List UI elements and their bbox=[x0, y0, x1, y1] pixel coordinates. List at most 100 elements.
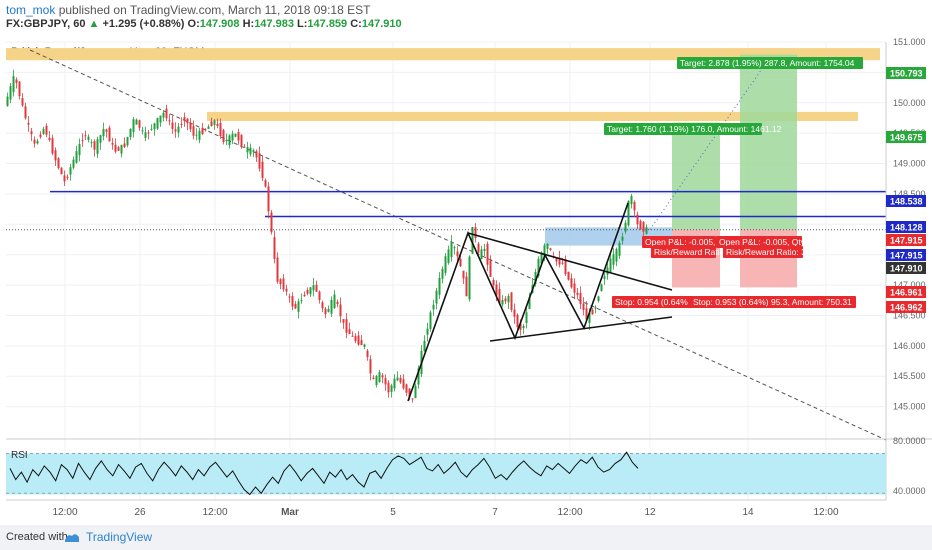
candle-body bbox=[282, 278, 285, 290]
candle-body bbox=[63, 175, 66, 182]
candle-body bbox=[378, 372, 381, 382]
candle-body bbox=[252, 150, 255, 152]
candle-body bbox=[381, 375, 384, 378]
candle-body bbox=[486, 243, 489, 265]
publish-text: published on TradingView.com, March 11, … bbox=[58, 3, 371, 17]
candle-body bbox=[12, 76, 15, 93]
candle-body bbox=[357, 335, 360, 345]
candle-body bbox=[504, 298, 507, 302]
pnl-label-2-bg bbox=[716, 236, 802, 248]
time-tick-label: 12:00 bbox=[202, 507, 227, 518]
candle-body bbox=[543, 245, 546, 258]
candle-body bbox=[147, 132, 150, 134]
candle-body bbox=[228, 135, 231, 145]
rsi-line bbox=[9, 451, 639, 496]
candle-body bbox=[441, 268, 444, 279]
candle-body bbox=[333, 294, 336, 309]
candle-body bbox=[108, 127, 111, 142]
author-link[interactable]: tom_mok bbox=[6, 3, 56, 17]
price-marker-label: 148.128 bbox=[890, 223, 923, 233]
time-tick-label: Mar bbox=[281, 507, 299, 518]
candle-body bbox=[453, 247, 456, 249]
candle-body bbox=[579, 292, 582, 304]
candle-body bbox=[624, 222, 627, 232]
candle-body bbox=[540, 252, 543, 264]
candle-body bbox=[168, 120, 171, 122]
candle-body bbox=[591, 309, 594, 315]
candle-body bbox=[318, 291, 321, 301]
candle-body bbox=[489, 260, 492, 277]
candle-body bbox=[498, 289, 501, 304]
candle-body bbox=[402, 379, 405, 389]
candle-body bbox=[480, 249, 483, 260]
rr-label-2: Risk/Reward Ratio: 3.02 bbox=[723, 246, 818, 258]
candle-body bbox=[186, 118, 189, 124]
candle-body bbox=[21, 98, 24, 106]
time-tick-label: 12:00 bbox=[52, 507, 77, 518]
tradingview-logo-icon[interactable] bbox=[64, 531, 80, 543]
candle-body bbox=[561, 262, 564, 264]
candle-body bbox=[432, 304, 435, 310]
candle-body bbox=[549, 248, 552, 250]
candle-body bbox=[261, 161, 264, 179]
symbol-ohlc-line: FX:GBPJPY, 60 ▲ +1.295 (+0.88%) O:147.90… bbox=[6, 18, 402, 30]
candle-body bbox=[246, 147, 249, 153]
candle-body bbox=[375, 375, 378, 386]
zigzag-pattern bbox=[407, 202, 629, 402]
candle-body bbox=[462, 270, 465, 279]
candle-body bbox=[177, 126, 180, 133]
candle-body bbox=[300, 300, 303, 302]
candle-body bbox=[225, 139, 228, 142]
candle-body bbox=[36, 140, 39, 144]
candle-body bbox=[417, 368, 420, 385]
symbol-label: FX:GBPJPY, 60 bbox=[6, 18, 86, 30]
candle-body bbox=[120, 144, 123, 154]
supply-zone bbox=[6, 48, 880, 61]
candle-body bbox=[642, 221, 645, 232]
candle-body bbox=[111, 143, 114, 145]
candle-body bbox=[501, 300, 504, 305]
candle-body bbox=[141, 130, 144, 132]
candle-body bbox=[9, 86, 12, 100]
candle-body bbox=[345, 319, 348, 333]
target-label-2-bg bbox=[677, 57, 863, 69]
candle-body bbox=[162, 112, 165, 118]
candle-body bbox=[195, 134, 198, 136]
rsi-title: RSI bbox=[11, 450, 28, 461]
candle-body bbox=[636, 214, 639, 225]
candle-body bbox=[201, 127, 204, 135]
candle-body bbox=[330, 299, 333, 314]
pnl-label-1-text: Open P&L: -0.005, bbox=[645, 237, 715, 247]
candle-body bbox=[372, 377, 375, 379]
price-tick-label: 146.500 bbox=[893, 310, 926, 320]
candle-body bbox=[96, 139, 99, 154]
candle-body bbox=[606, 267, 609, 275]
candle-body bbox=[180, 123, 183, 125]
candle-body bbox=[363, 344, 366, 347]
candle-body bbox=[537, 258, 540, 277]
candle-body bbox=[45, 125, 48, 135]
change-value: +1.295 (+0.88%) bbox=[102, 18, 185, 30]
candle-body bbox=[342, 319, 345, 323]
candle-body bbox=[24, 106, 27, 119]
candle-body bbox=[138, 120, 141, 128]
price-chart[interactable]: British Pound/Japanese Yen, 60, FXCMTarg… bbox=[0, 0, 932, 525]
created-with-text: Created with bbox=[6, 531, 68, 543]
candle-body bbox=[48, 137, 51, 140]
candle-body bbox=[567, 271, 570, 280]
open-label: O: bbox=[187, 18, 200, 30]
candle-body bbox=[144, 132, 147, 138]
high-label: H: bbox=[242, 18, 255, 30]
candle-body bbox=[222, 130, 225, 142]
candle-body bbox=[621, 236, 624, 241]
candle-body bbox=[276, 257, 279, 282]
candle-body bbox=[90, 142, 93, 144]
candle-body bbox=[231, 133, 234, 141]
candle-body bbox=[258, 153, 261, 169]
rsi-tick-label: 40.0000 bbox=[893, 486, 926, 496]
candle-body bbox=[66, 176, 69, 178]
candle-body bbox=[468, 256, 471, 300]
candle-body bbox=[183, 117, 186, 121]
price-marker-bg bbox=[886, 221, 926, 233]
tradingview-link[interactable]: TradingView bbox=[86, 530, 153, 544]
